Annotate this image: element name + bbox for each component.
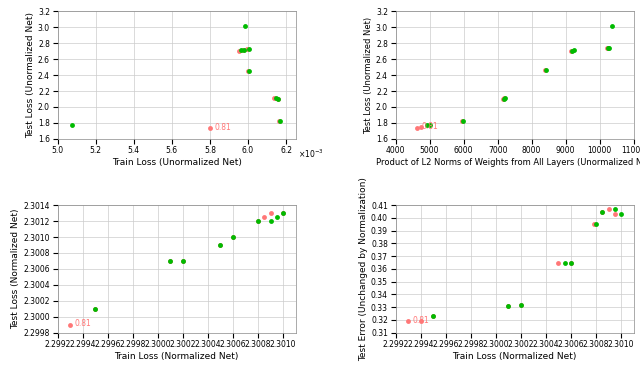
- Text: $\times10^{-3}$: $\times10^{-3}$: [298, 148, 324, 160]
- X-axis label: Product of L2 Norms of Weights from All Layers (Unormalized Net): Product of L2 Norms of Weights from All …: [376, 158, 640, 167]
- X-axis label: Train Loss (Normalized Net): Train Loss (Normalized Net): [115, 352, 239, 361]
- Text: 0.81: 0.81: [214, 123, 231, 132]
- Y-axis label: Test Loss (Unormalized Net): Test Loss (Unormalized Net): [26, 12, 35, 138]
- Y-axis label: Test Loss (Unormalized Net): Test Loss (Unormalized Net): [364, 17, 373, 134]
- X-axis label: Train Loss (Unormalized Net): Train Loss (Unormalized Net): [111, 158, 241, 167]
- Text: 0.81: 0.81: [422, 122, 438, 131]
- Text: 0.81: 0.81: [412, 316, 429, 325]
- X-axis label: Train Loss (Normalized Net): Train Loss (Normalized Net): [452, 352, 577, 361]
- Y-axis label: Test Error (Unchanged by Normalization): Test Error (Unchanged by Normalization): [359, 177, 368, 361]
- Y-axis label: Test Loss (Normalized Net): Test Loss (Normalized Net): [12, 209, 20, 329]
- Text: 0.81: 0.81: [74, 319, 91, 328]
